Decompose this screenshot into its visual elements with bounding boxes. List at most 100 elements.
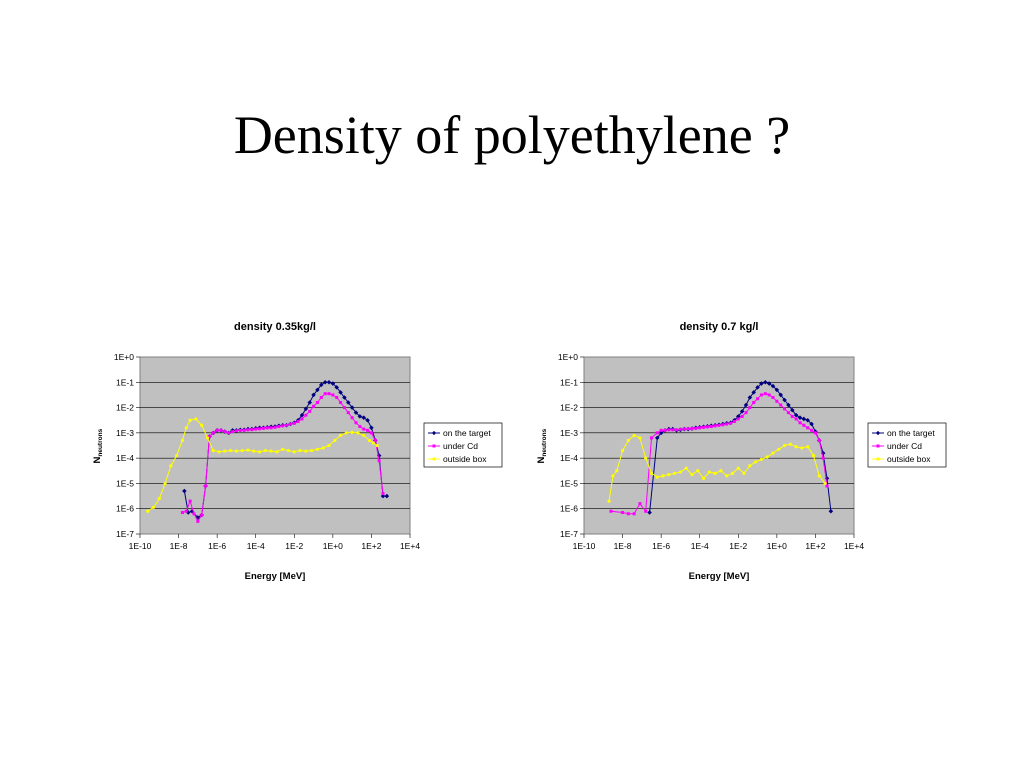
chart-title: density 0.7 kg/l	[680, 321, 759, 333]
data-point	[609, 509, 613, 513]
data-point	[788, 442, 792, 446]
legend-marker	[432, 444, 436, 448]
data-point	[802, 423, 806, 427]
x-tick-label: 1E-6	[652, 541, 670, 551]
x-tick-label: 1E-8	[614, 541, 632, 551]
data-point	[667, 472, 671, 477]
data-point	[323, 392, 327, 396]
data-point	[763, 392, 767, 396]
data-point	[638, 436, 642, 440]
data-point	[806, 445, 810, 449]
y-tick-label: 1E+0	[114, 352, 134, 362]
x-axis-label: Energy [MeV]	[689, 571, 750, 582]
data-point	[759, 457, 764, 462]
data-point	[358, 425, 362, 429]
data-point	[246, 428, 250, 432]
data-point	[717, 423, 721, 427]
data-point	[229, 448, 233, 453]
data-point	[649, 471, 654, 475]
data-point	[682, 427, 686, 431]
data-point	[192, 512, 196, 516]
data-point	[632, 433, 636, 437]
slide-title: Density of polyethylene ?	[233, 105, 791, 165]
y-tick-label: 1E-1	[560, 377, 578, 387]
legend: on the target under Cd outside box	[867, 422, 947, 468]
data-point	[223, 449, 227, 453]
data-point	[285, 423, 289, 427]
data-point	[817, 474, 821, 478]
data-point	[759, 393, 763, 397]
data-point	[655, 431, 659, 435]
x-tick-label: 1E+4	[844, 541, 864, 551]
data-point	[620, 448, 625, 453]
data-point	[661, 474, 665, 478]
data-point	[180, 438, 185, 443]
data-point	[790, 407, 795, 413]
legend-label: on the target	[443, 428, 491, 438]
data-point	[747, 395, 753, 400]
data-point	[736, 466, 740, 470]
data-point	[740, 414, 744, 418]
data-point	[205, 436, 210, 440]
data-point	[817, 438, 821, 442]
data-point	[377, 459, 381, 463]
data-point	[238, 428, 242, 432]
data-point	[671, 428, 675, 432]
data-point	[707, 470, 711, 474]
data-point	[254, 427, 258, 431]
data-point	[798, 421, 802, 425]
y-axis-label: Nneutrons	[92, 428, 104, 463]
data-point	[319, 382, 324, 388]
data-point	[810, 428, 814, 432]
data-point	[250, 428, 254, 432]
data-point	[713, 471, 717, 475]
y-axis-label-main: N	[536, 457, 547, 464]
data-point	[783, 407, 787, 411]
data-point	[194, 417, 198, 421]
data-point	[748, 464, 752, 468]
plot-area	[583, 356, 855, 535]
data-point	[375, 443, 379, 448]
data-point	[730, 471, 735, 475]
data-point	[327, 443, 331, 448]
series-1	[180, 392, 385, 523]
data-point	[263, 448, 267, 453]
data-point	[821, 456, 825, 460]
data-point	[207, 435, 211, 439]
data-point	[240, 448, 244, 453]
data-point	[346, 411, 350, 415]
data-point	[744, 411, 748, 415]
chart-density-035: density 0.35kg/l 1E-7 1E-6 1E-5 1E-4 1E-3 1E-2…	[82, 305, 512, 595]
data-point	[701, 476, 706, 480]
data-point	[196, 519, 200, 523]
x-tick-label: 1E-4	[691, 541, 709, 551]
data-point	[779, 403, 783, 407]
data-point	[219, 428, 223, 432]
data-point	[371, 441, 375, 445]
data-point	[200, 513, 204, 517]
data-point	[304, 413, 308, 417]
data-point	[257, 450, 262, 454]
data-point	[770, 383, 776, 389]
x-tick-label: 1E+4	[400, 541, 420, 551]
data-point	[797, 415, 803, 420]
data-point	[366, 428, 370, 432]
y-tick-label: 1E-7	[116, 529, 134, 539]
data-point	[794, 445, 798, 449]
data-point	[261, 426, 265, 430]
data-point	[673, 471, 677, 475]
data-point	[800, 446, 804, 450]
data-point	[265, 426, 269, 430]
data-point	[678, 427, 682, 431]
data-point	[713, 424, 717, 428]
data-point	[275, 450, 279, 454]
legend-label: outside box	[443, 454, 487, 464]
series-1	[609, 392, 829, 516]
data-point	[782, 443, 787, 448]
data-point	[246, 448, 250, 452]
data-point	[775, 399, 779, 403]
data-point	[277, 425, 281, 429]
legend-label: under Cd	[887, 441, 922, 451]
data-point	[690, 427, 694, 431]
y-axis-label-sub: neutrons	[541, 428, 548, 456]
